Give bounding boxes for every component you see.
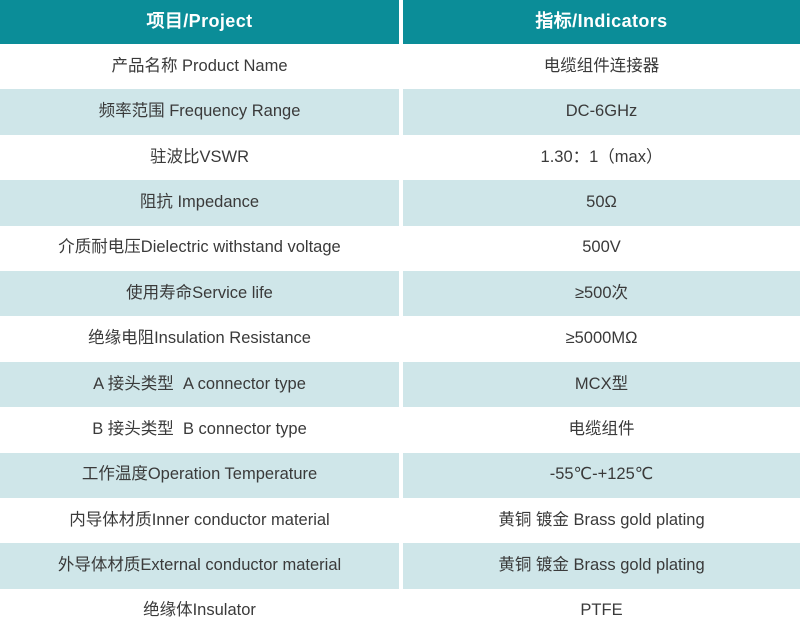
table-row: 工作温度Operation Temperature -55℃-+125℃ <box>0 452 800 498</box>
column-header-project: 项目/Project <box>0 0 403 44</box>
indicator-cell: ≥5000MΩ <box>565 329 638 348</box>
project-cell: 绝缘电阻Insulation Resistance <box>0 316 403 362</box>
project-cell: A 接头类型 A connector type <box>0 361 403 408</box>
table-row: 绝缘体Insulator PTFE <box>0 588 800 634</box>
indicator-cell: 电缆组件连接器 <box>543 56 660 75</box>
indicator-cell: ≥500次 <box>574 283 629 302</box>
table-row: A 接头类型 A connector type MCX型 <box>0 361 800 408</box>
indicator-cell: 电缆组件 <box>568 419 635 438</box>
table-row: 产品名称 Product Name 电缆组件连接器 <box>0 44 800 90</box>
project-cell: 内导体材质Inner conductor material <box>0 497 403 544</box>
project-cell: 使用寿命Service life <box>0 270 403 317</box>
table-header-row: 项目/Project 指标/Indicators <box>0 0 800 44</box>
indicator-cell: 1.30：1（max） <box>540 147 663 166</box>
table-row: 内导体材质Inner conductor material 黄铜 镀金 Bras… <box>0 497 800 544</box>
project-cell: B 接头类型 B connector type <box>0 407 403 453</box>
indicator-cell: 500V <box>582 238 621 257</box>
project-cell: 驻波比VSWR <box>0 134 403 181</box>
project-cell: 阻抗 Impedance <box>0 180 403 226</box>
indicator-cell: 黄铜 镀金 Brass gold plating <box>498 556 705 575</box>
table-row: 绝缘电阻Insulation Resistance ≥5000MΩ <box>0 316 800 362</box>
indicator-cell: 黄铜 镀金 Brass gold plating <box>498 510 705 529</box>
table-row: 外导体材质External conductor material 黄铜 镀金 B… <box>0 543 800 589</box>
indicator-cell: -55℃-+125℃ <box>549 465 654 484</box>
project-cell: 外导体材质External conductor material <box>0 543 403 589</box>
indicator-cell: PTFE <box>580 601 623 620</box>
project-cell: 绝缘体Insulator <box>0 588 403 634</box>
table-row: 阻抗 Impedance 50Ω <box>0 180 800 226</box>
project-cell: 产品名称 Product Name <box>0 44 403 90</box>
project-cell: 工作温度Operation Temperature <box>0 452 403 498</box>
column-header-indicators: 指标/Indicators <box>535 11 668 32</box>
project-cell: 频率范围 Frequency Range <box>0 89 403 135</box>
table-row: 介质耐电压Dielectric withstand voltage 500V <box>0 225 800 271</box>
table-row: B 接头类型 B connector type 电缆组件 <box>0 407 800 453</box>
table-row: 驻波比VSWR 1.30：1（max） <box>0 134 800 181</box>
table-row: 频率范围 Frequency Range DC-6GHz <box>0 89 800 135</box>
table-row: 使用寿命Service life ≥500次 <box>0 270 800 317</box>
indicator-cell: DC-6GHz <box>565 102 638 121</box>
indicator-cell: MCX型 <box>574 374 629 393</box>
project-cell: 介质耐电压Dielectric withstand voltage <box>0 225 403 271</box>
indicator-cell: 50Ω <box>586 192 617 211</box>
